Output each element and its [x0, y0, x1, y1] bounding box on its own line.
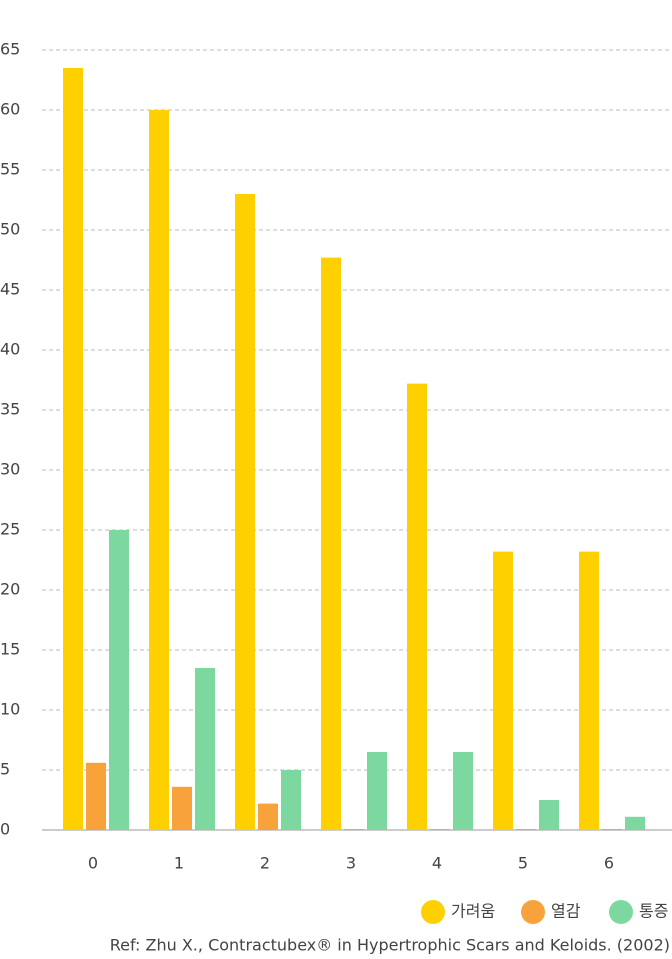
legend-label: 가려움 — [451, 902, 495, 921]
legend-swatch — [609, 900, 633, 924]
y-tick-label: 20 — [0, 580, 20, 599]
y-tick-label: 60 — [0, 100, 20, 119]
x-tick-label: 0 — [88, 854, 98, 873]
bar — [149, 110, 169, 830]
bar — [516, 829, 536, 830]
bar — [258, 803, 278, 830]
bar — [367, 752, 387, 830]
y-tick-label: 0 — [0, 820, 10, 839]
y-tick-label: 65 — [0, 40, 20, 59]
x-tick-label: 3 — [346, 854, 356, 873]
y-tick-label: 15 — [0, 640, 20, 659]
bar — [539, 800, 559, 830]
bar — [579, 551, 599, 830]
legend-label: 통증 — [639, 902, 668, 921]
y-tick-label: 45 — [0, 280, 20, 299]
bar — [172, 786, 192, 830]
bar — [407, 383, 427, 830]
x-tick-label: 4 — [432, 854, 442, 873]
y-tick-label: 35 — [0, 400, 20, 419]
legend-label: 열감 — [551, 902, 581, 921]
bar — [344, 829, 364, 830]
x-tick-label: 5 — [518, 854, 528, 873]
bar — [321, 257, 341, 831]
y-tick-label: 50 — [0, 220, 20, 239]
bar — [86, 762, 106, 830]
bar — [625, 816, 645, 830]
y-tick-label: 55 — [0, 160, 20, 179]
y-tick-label: 40 — [0, 340, 20, 359]
x-tick-label: 2 — [260, 854, 270, 873]
bar — [602, 829, 622, 830]
x-tick-label: 1 — [174, 854, 184, 873]
y-tick-label: 25 — [0, 520, 20, 539]
x-tick-label: 6 — [604, 854, 614, 873]
bar — [63, 68, 83, 830]
bar — [281, 770, 301, 830]
bar — [195, 668, 215, 830]
y-tick-label: 5 — [0, 760, 10, 779]
legend-swatch — [521, 900, 545, 924]
bar — [235, 194, 255, 830]
bar — [109, 530, 129, 830]
y-tick-label: 10 — [0, 700, 20, 719]
y-tick-label: 30 — [0, 460, 20, 479]
legend-swatch — [421, 900, 445, 924]
bar — [493, 551, 513, 830]
source-note: Ref: Zhu X., Contractubex® in Hypertroph… — [110, 936, 670, 955]
bar — [453, 752, 473, 830]
bar — [430, 829, 450, 830]
